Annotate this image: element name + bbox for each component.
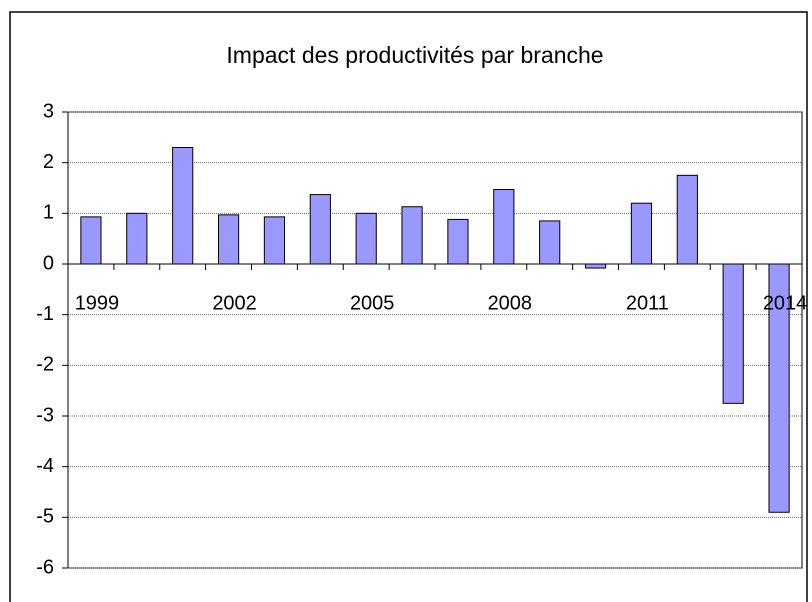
bar [676,174,698,265]
x-tick-label: 2011 [626,292,669,314]
bar [263,216,286,265]
y-tick-label: -5 [36,506,54,528]
y-tick-label: -4 [36,455,54,477]
bar [172,146,194,265]
bar [355,212,377,265]
y-tick-label: -6 [36,556,54,578]
x-tick-label: 2002 [212,292,257,314]
chart-title: Impact des productivités par branche [226,42,603,68]
x-tick-label: 1999 [75,292,120,314]
bar [401,206,423,265]
y-tick-label: -1 [36,303,54,325]
bar [80,216,102,265]
y-tick-label: 3 [43,100,54,122]
y-tick-label: 1 [43,202,54,224]
bar [584,263,607,269]
x-tick-label: 2014 [763,292,808,314]
bar [447,218,469,265]
bar [309,194,331,265]
bar [493,189,515,265]
bar [126,212,148,265]
x-tick-label: 2008 [488,292,533,314]
bar [630,202,653,265]
bar [539,220,561,265]
x-tick-label: 2005 [350,292,395,314]
bar [217,214,240,265]
y-tick-label: -2 [36,354,54,376]
bar [722,263,744,404]
y-tick-label: 0 [43,252,54,274]
y-tick-label: -3 [36,404,54,426]
y-tick-label: 2 [43,151,54,173]
